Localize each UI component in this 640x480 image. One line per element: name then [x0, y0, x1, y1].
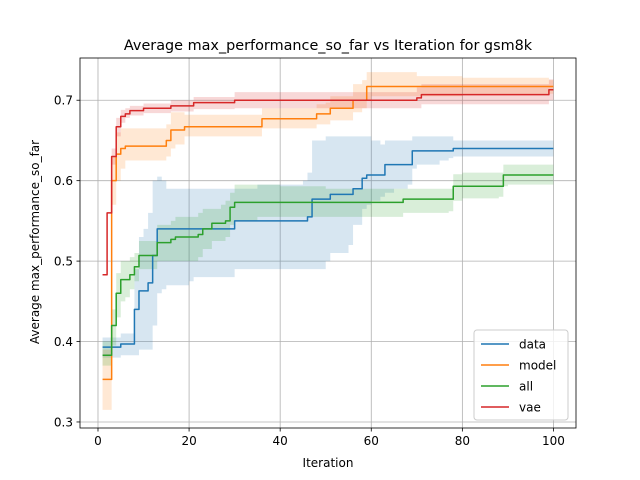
x-tick-label: 0: [94, 434, 102, 448]
y-tick-label: 0.4: [54, 335, 73, 349]
x-tick-label: 60: [364, 434, 379, 448]
legend-label-all: all: [519, 380, 533, 394]
series-lines: [102, 85, 554, 381]
y-tick-label: 0.7: [54, 94, 73, 108]
legend-label-data: data: [519, 338, 546, 352]
x-tick-label: 40: [273, 434, 288, 448]
line-vae: [102, 89, 554, 276]
band-vae: [102, 79, 554, 275]
line-data: [102, 147, 554, 348]
y-tick-label: 0.3: [54, 415, 73, 429]
y-tick-label: 0.6: [54, 174, 73, 188]
plot-frame: [79, 57, 577, 429]
band-all: [102, 164, 554, 366]
chart-title: Average max_performance_so_far vs Iterat…: [124, 38, 533, 54]
x-axis-label: Iteration: [303, 456, 354, 470]
axes: [76, 57, 577, 432]
line-all: [102, 174, 554, 356]
x-tick-label: 100: [542, 434, 565, 448]
band-data: [102, 136, 554, 358]
legend-box: [473, 329, 569, 421]
legend-label-model: model: [519, 359, 556, 373]
legend: data model all vae: [473, 329, 569, 421]
x-tick-label: 20: [181, 434, 196, 448]
legend-label-vae: vae: [519, 401, 541, 415]
x-tick-label: 80: [455, 434, 470, 448]
tick-labels: 0 20 40 60 80 100 0.3 0.4 0.5 0.6 0.7: [54, 94, 565, 448]
y-axis-label: Average max_performance_so_far: [28, 140, 42, 344]
y-tick-label: 0.5: [54, 255, 73, 269]
confidence-bands: [102, 72, 554, 410]
